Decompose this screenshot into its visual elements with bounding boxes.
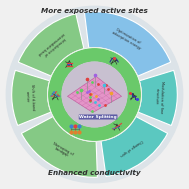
Text: Change of spin: Change of spin bbox=[120, 138, 144, 157]
Polygon shape bbox=[67, 77, 122, 112]
Text: Introduction of
intermediate band: Introduction of intermediate band bbox=[37, 31, 68, 59]
Text: More exposed active sites: More exposed active sites bbox=[41, 8, 148, 14]
Wedge shape bbox=[48, 48, 141, 141]
Wedge shape bbox=[18, 14, 84, 76]
Text: Enhanced conductivity: Enhanced conductivity bbox=[48, 169, 141, 176]
Wedge shape bbox=[21, 116, 97, 177]
Circle shape bbox=[62, 62, 127, 127]
Text: Water Splitting: Water Splitting bbox=[79, 115, 117, 119]
Circle shape bbox=[6, 6, 183, 183]
Wedge shape bbox=[101, 116, 168, 177]
Circle shape bbox=[48, 48, 141, 141]
Text: Narrowing of
bandgap: Narrowing of bandgap bbox=[50, 141, 74, 160]
Text: Shift of d-band
center: Shift of d-band center bbox=[25, 83, 35, 110]
Text: Modulation of fine
structure: Modulation of fine structure bbox=[154, 81, 164, 113]
Text: Optimization of
adsorption energy: Optimization of adsorption energy bbox=[111, 26, 143, 50]
Wedge shape bbox=[138, 70, 177, 125]
Wedge shape bbox=[84, 12, 171, 76]
Wedge shape bbox=[12, 70, 51, 125]
